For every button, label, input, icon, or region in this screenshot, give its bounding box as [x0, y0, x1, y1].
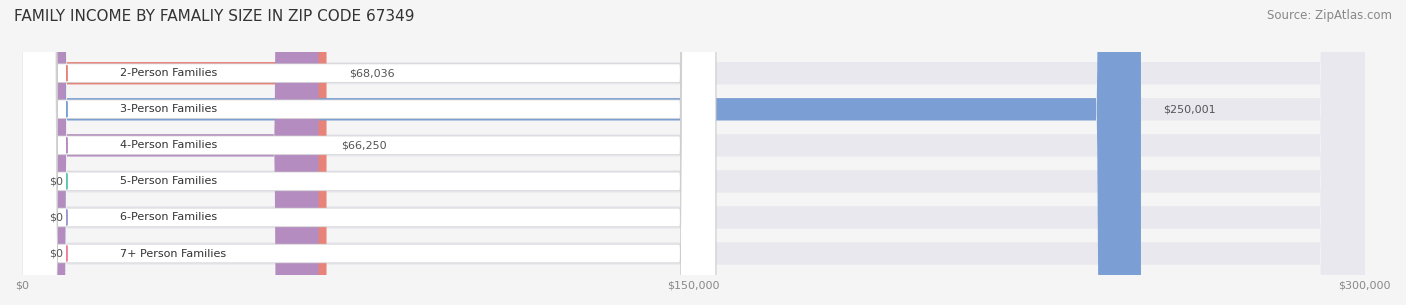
- FancyBboxPatch shape: [22, 0, 1365, 305]
- FancyBboxPatch shape: [22, 0, 1365, 305]
- Text: $66,250: $66,250: [340, 140, 387, 150]
- Text: $0: $0: [49, 213, 63, 222]
- FancyBboxPatch shape: [22, 0, 319, 305]
- Text: $0: $0: [49, 176, 63, 186]
- Text: Source: ZipAtlas.com: Source: ZipAtlas.com: [1267, 9, 1392, 22]
- FancyBboxPatch shape: [22, 0, 326, 305]
- FancyBboxPatch shape: [22, 0, 1365, 305]
- FancyBboxPatch shape: [22, 0, 716, 305]
- FancyBboxPatch shape: [22, 0, 716, 305]
- Text: FAMILY INCOME BY FAMALIY SIZE IN ZIP CODE 67349: FAMILY INCOME BY FAMALIY SIZE IN ZIP COD…: [14, 9, 415, 24]
- FancyBboxPatch shape: [22, 0, 716, 305]
- FancyBboxPatch shape: [22, 0, 1365, 305]
- Text: 5-Person Families: 5-Person Families: [121, 176, 218, 186]
- Text: 6-Person Families: 6-Person Families: [121, 213, 218, 222]
- Text: 2-Person Families: 2-Person Families: [121, 68, 218, 78]
- Text: 7+ Person Families: 7+ Person Families: [121, 249, 226, 259]
- Text: 3-Person Families: 3-Person Families: [121, 104, 218, 114]
- FancyBboxPatch shape: [22, 0, 1365, 305]
- FancyBboxPatch shape: [22, 0, 1140, 305]
- FancyBboxPatch shape: [22, 0, 1365, 305]
- FancyBboxPatch shape: [22, 0, 716, 305]
- Text: $0: $0: [49, 249, 63, 259]
- FancyBboxPatch shape: [22, 0, 716, 305]
- Text: 4-Person Families: 4-Person Families: [121, 140, 218, 150]
- Text: $250,001: $250,001: [1163, 104, 1216, 114]
- Text: $68,036: $68,036: [349, 68, 395, 78]
- FancyBboxPatch shape: [22, 0, 716, 305]
